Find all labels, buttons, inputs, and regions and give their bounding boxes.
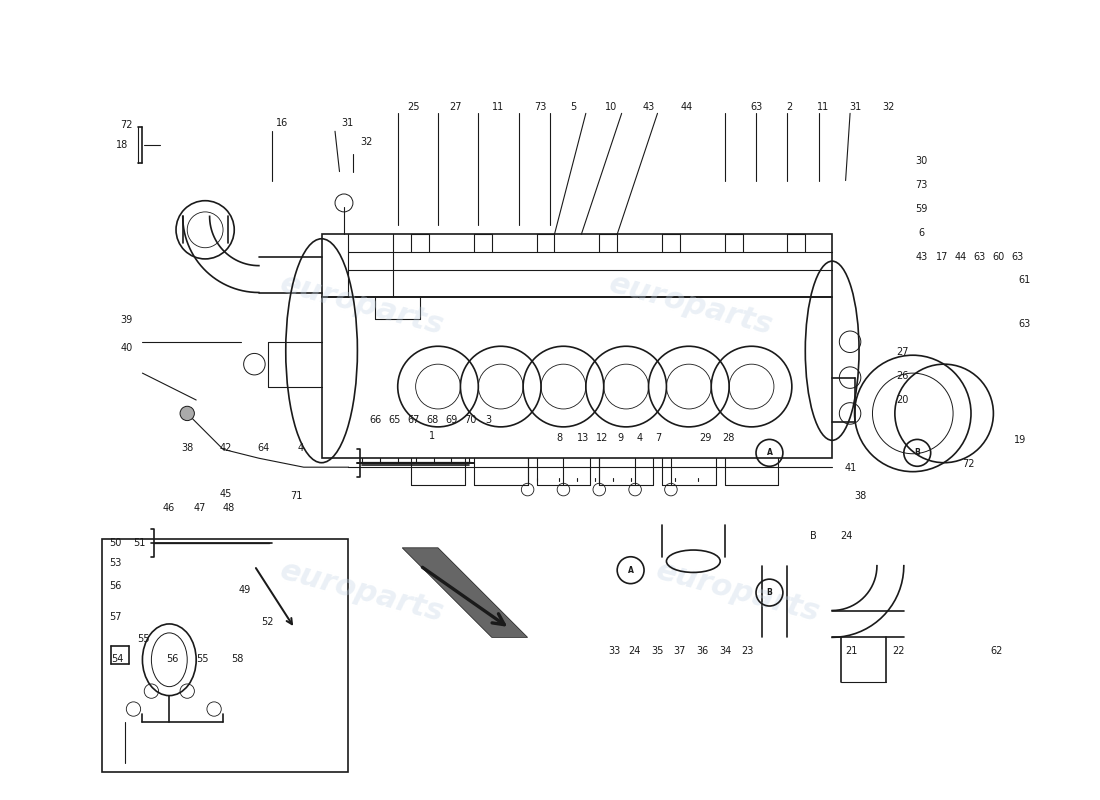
Text: 63: 63	[751, 102, 763, 112]
Text: 71: 71	[290, 490, 303, 501]
Text: 32: 32	[361, 138, 373, 147]
Text: 54: 54	[111, 654, 123, 664]
Text: 17: 17	[936, 251, 948, 262]
Text: 8: 8	[557, 434, 562, 443]
Text: 59: 59	[915, 204, 927, 214]
Text: 55: 55	[138, 634, 150, 644]
Text: 24: 24	[840, 530, 852, 541]
Text: 4: 4	[636, 434, 642, 443]
Text: 11: 11	[492, 102, 505, 112]
Text: 27: 27	[896, 347, 909, 357]
Text: 52: 52	[262, 617, 274, 626]
Text: 45: 45	[219, 489, 232, 499]
Text: 57: 57	[109, 612, 122, 622]
Text: 25: 25	[407, 102, 420, 112]
Text: 43: 43	[915, 251, 927, 262]
Text: 23: 23	[741, 646, 754, 656]
Text: 65: 65	[388, 415, 401, 425]
Text: 53: 53	[109, 558, 122, 569]
Text: A: A	[767, 448, 772, 458]
Text: 56: 56	[166, 654, 178, 664]
Text: 46: 46	[163, 502, 175, 513]
Text: europarts: europarts	[606, 269, 777, 340]
Text: europarts: europarts	[653, 555, 823, 627]
Text: 24: 24	[628, 646, 641, 656]
Text: europarts: europarts	[277, 555, 447, 627]
Text: 34: 34	[718, 646, 732, 656]
Text: 62: 62	[991, 646, 1003, 656]
Text: 37: 37	[673, 646, 686, 656]
Text: 41: 41	[845, 462, 857, 473]
Text: 30: 30	[915, 156, 927, 166]
Text: 64: 64	[257, 443, 270, 453]
FancyBboxPatch shape	[102, 539, 349, 772]
Text: 44: 44	[680, 102, 693, 112]
Text: 28: 28	[723, 434, 735, 443]
Text: 35: 35	[651, 646, 663, 656]
Text: 48: 48	[222, 502, 234, 513]
Text: 66: 66	[370, 415, 382, 425]
Text: 32: 32	[882, 102, 894, 112]
Text: 36: 36	[696, 646, 708, 656]
Text: 4: 4	[298, 443, 304, 453]
Text: 13: 13	[576, 434, 588, 443]
Text: 42: 42	[219, 443, 232, 453]
Text: A: A	[628, 566, 634, 574]
Text: 3: 3	[486, 415, 492, 425]
Text: 10: 10	[605, 102, 617, 112]
Text: 40: 40	[121, 343, 133, 353]
Text: 60: 60	[992, 251, 1004, 262]
Text: 51: 51	[133, 538, 145, 549]
Text: 7: 7	[654, 434, 661, 443]
Text: 47: 47	[194, 502, 207, 513]
Text: 63: 63	[1011, 251, 1024, 262]
Text: 1: 1	[429, 431, 436, 441]
Text: 43: 43	[642, 102, 654, 112]
Text: 6: 6	[918, 227, 925, 238]
Text: 31: 31	[342, 118, 354, 127]
Text: 29: 29	[698, 434, 712, 443]
Text: 19: 19	[1014, 435, 1026, 445]
Text: 21: 21	[845, 646, 857, 656]
Text: 72: 72	[962, 458, 975, 469]
Text: B: B	[767, 588, 772, 597]
Text: 50: 50	[109, 538, 122, 549]
Text: 70: 70	[464, 415, 476, 425]
Text: 61: 61	[1019, 275, 1031, 286]
Text: 38: 38	[855, 490, 867, 501]
Text: 39: 39	[121, 315, 133, 326]
Text: europarts: europarts	[277, 269, 447, 340]
Text: B: B	[810, 530, 816, 541]
Text: 72: 72	[121, 120, 133, 130]
Text: 20: 20	[896, 395, 909, 405]
Text: 18: 18	[116, 140, 129, 150]
Text: 49: 49	[239, 585, 251, 594]
Text: 9: 9	[617, 434, 624, 443]
Text: 33: 33	[608, 646, 620, 656]
Text: 12: 12	[595, 434, 608, 443]
Text: 73: 73	[915, 180, 927, 190]
Circle shape	[180, 406, 195, 421]
Text: 69: 69	[446, 415, 458, 425]
Text: 26: 26	[896, 371, 909, 381]
Text: 67: 67	[407, 415, 420, 425]
Text: 5: 5	[571, 102, 576, 112]
Text: 73: 73	[535, 102, 547, 112]
Text: 44: 44	[955, 251, 967, 262]
Text: 16: 16	[276, 118, 288, 127]
Text: 55: 55	[196, 654, 208, 664]
Text: 63: 63	[974, 251, 986, 262]
Text: 27: 27	[450, 102, 462, 112]
Text: 38: 38	[182, 443, 194, 453]
Text: 68: 68	[427, 415, 439, 425]
Text: B: B	[914, 448, 920, 458]
Text: 58: 58	[232, 654, 244, 664]
Text: 11: 11	[816, 102, 829, 112]
Text: 56: 56	[109, 581, 122, 590]
Polygon shape	[403, 548, 528, 638]
Text: 31: 31	[849, 102, 861, 112]
Text: 2: 2	[786, 102, 793, 112]
Text: 63: 63	[1019, 319, 1031, 330]
Text: 22: 22	[892, 646, 904, 656]
